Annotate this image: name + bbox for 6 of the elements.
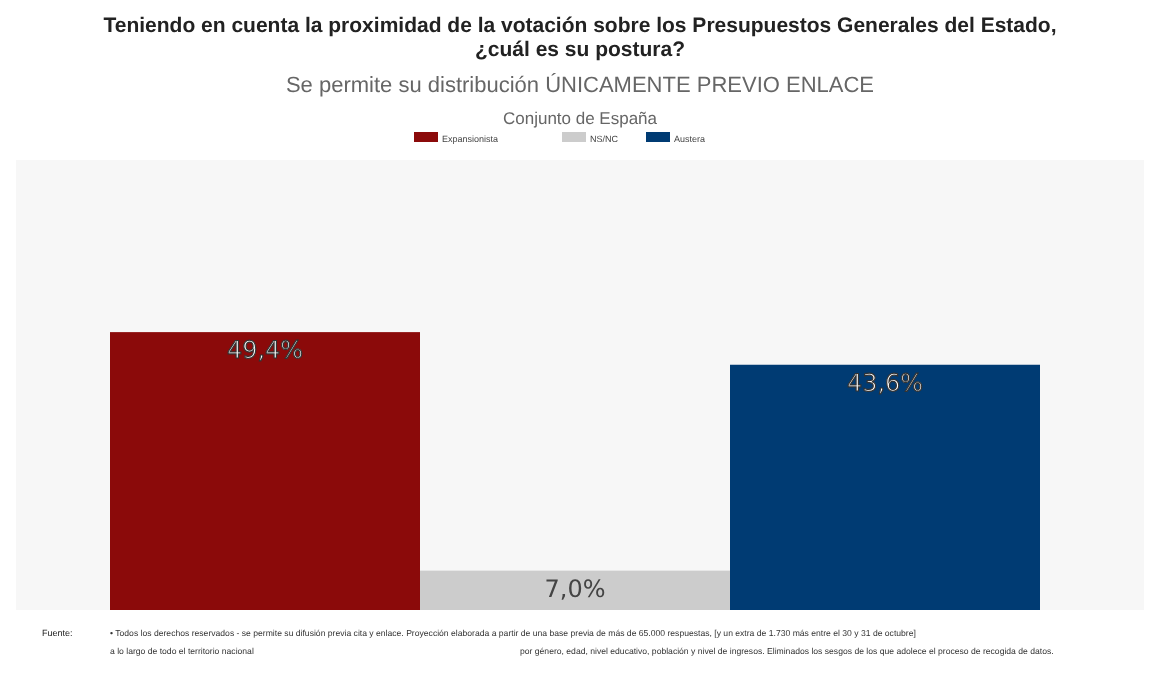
chart-subtitle: Se permite su distribución ÚNICAMENTE PREVIO ENLACE <box>285 72 875 98</box>
data-label: 43,6% <box>846 368 924 397</box>
data-label: 49,4% <box>226 336 304 365</box>
text: Conjunto de España <box>502 108 658 128</box>
data-label: 7,0% <box>544 574 606 603</box>
chart-title: Teniendo en cuenta la proximidad de la votación sobre los Presupuestos Generales del Estado, ¿cuál es su postura? <box>103 14 1057 62</box>
